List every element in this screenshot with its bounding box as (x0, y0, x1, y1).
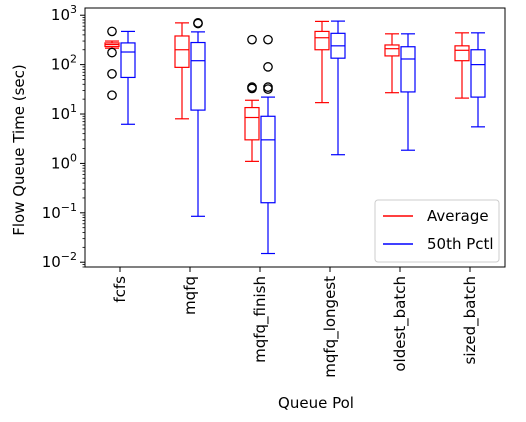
box-iqr (470, 49, 486, 98)
flier-point (107, 26, 117, 37)
box-iqr (174, 35, 190, 68)
box-0-2 (244, 34, 260, 162)
x-tick-label: mqfq (181, 276, 199, 315)
flier-point (263, 84, 273, 94)
x-tick-label: oldest_batch (391, 276, 410, 372)
box-1-2 (260, 34, 276, 255)
y-tick-label: 102 (51, 53, 77, 74)
box-1-5 (470, 32, 486, 128)
box-0-3 (314, 20, 330, 104)
box-iqr (400, 46, 416, 93)
y-axis-title: Flow Queue Time (sec) (10, 64, 28, 236)
box-0-0 (104, 26, 120, 101)
box-0-5 (454, 32, 470, 99)
x-tick-label: sized_batch (461, 276, 480, 364)
legend-label: 50th Pctl (427, 235, 494, 253)
box-iqr (314, 30, 330, 51)
flier-point (107, 47, 117, 58)
x-tick-label: mqfq_finish (251, 276, 270, 363)
flier-point (263, 82, 273, 92)
flier-point (247, 83, 257, 94)
box-1-3 (330, 20, 346, 156)
x-axis-title: Queue Pol (278, 394, 354, 412)
box-iqr (190, 41, 206, 111)
box-0-4 (384, 33, 400, 94)
flier-point (263, 62, 273, 72)
flier-point (247, 34, 257, 45)
box-iqr (120, 42, 136, 79)
axes: 10−2 10−1 100 101 102 103 fcfs mqfq mqfq_finish m… (42, 3, 506, 378)
y-tick-label: 100 (51, 151, 77, 172)
box-1-1 (190, 18, 206, 217)
box-1-4 (400, 33, 416, 151)
box-iqr (454, 45, 470, 62)
flier-point (107, 90, 117, 101)
plot-area (104, 18, 486, 255)
box-iqr (244, 106, 260, 141)
flier-point (107, 69, 117, 79)
y-tick-label: 10−1 (42, 201, 77, 222)
x-tick-label: mqfq_longest (321, 276, 340, 378)
legend: Average 50th Pctl (374, 199, 500, 263)
y-tick-label: 103 (51, 3, 77, 24)
box-iqr (384, 44, 400, 57)
flier-point (193, 18, 203, 29)
box-iqr (260, 115, 276, 204)
box-0-1 (174, 22, 190, 120)
flier-point (263, 34, 273, 45)
legend-label: Average (427, 207, 489, 225)
plot-frame (84, 7, 506, 268)
x-tick-label: fcfs (111, 276, 129, 303)
y-tick-label: 101 (51, 102, 77, 123)
box-1-0 (120, 30, 136, 125)
y-tick-label: 10−2 (42, 250, 77, 271)
